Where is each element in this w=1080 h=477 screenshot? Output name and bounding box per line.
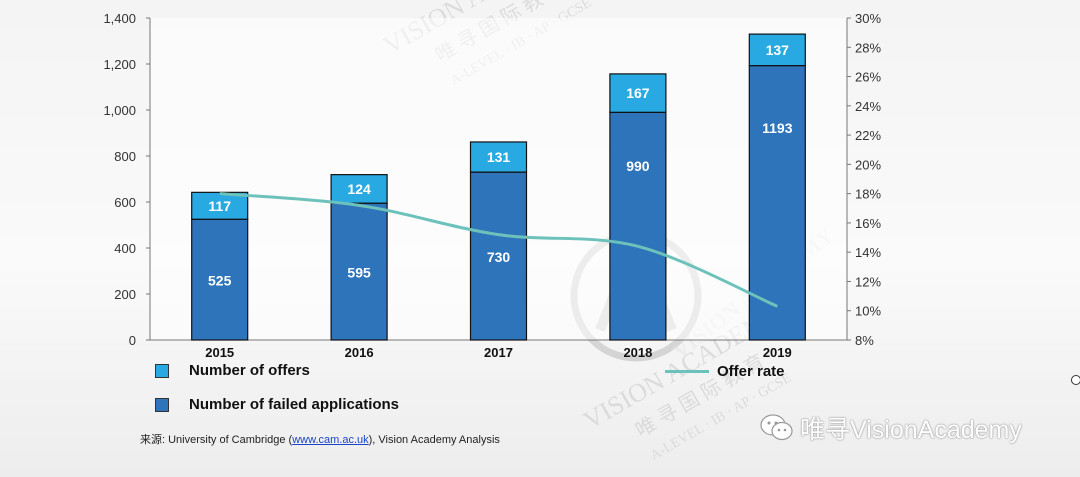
bars <box>191 33 806 341</box>
wechat-icon <box>760 414 793 441</box>
legend-swatch-failed <box>155 397 169 412</box>
brand-mark: 唯寻VisionAcademy <box>760 410 1022 446</box>
data-label-failed: 1193 <box>762 120 793 136</box>
y2-tick-label: 8% <box>855 333 874 348</box>
x-tick-label: 2017 <box>484 345 513 360</box>
source-link[interactable]: www.cam.ac.uk <box>292 434 369 446</box>
y2-tick-label: 14% <box>855 245 881 260</box>
data-label-offers: 131 <box>487 149 511 165</box>
bar-offers-2019 <box>748 33 806 67</box>
x-tick-label: 2018 <box>623 345 652 360</box>
y-tick-label: 1,400 <box>103 11 136 26</box>
data-label-failed: 990 <box>626 158 650 174</box>
x-tick-label: 2015 <box>205 345 234 360</box>
y2-tick-label: 18% <box>855 187 881 202</box>
y-tick-label: 200 <box>114 287 136 302</box>
offer-rate-line-group <box>219 192 778 308</box>
legend-item-offer-rate: Offer rate <box>665 363 785 380</box>
y-tick-label: 400 <box>114 241 136 256</box>
legend-item-offers: Number of offers <box>155 362 310 379</box>
x-tick-label: 2016 <box>345 345 374 360</box>
bar-failed-2018 <box>609 111 667 341</box>
y-tick-label: 0 <box>129 333 136 348</box>
data-label-offers: 117 <box>208 198 231 214</box>
bar-offers-2015 <box>191 191 249 220</box>
bar-offers-2018 <box>609 73 667 113</box>
data-label-failed: 525 <box>208 273 232 289</box>
data-label-offers: 167 <box>626 85 650 101</box>
y2-tick-label: 30% <box>855 11 881 26</box>
bar-offers-2017 <box>469 141 528 173</box>
source-note: 来源: University of Cambridge (www.cam.ac.… <box>140 431 500 447</box>
y2-tick-label: 24% <box>855 99 881 114</box>
x-tick-label: 2019 <box>763 345 792 360</box>
y2-tick-label: 16% <box>855 216 881 231</box>
y2-tick-label: 28% <box>855 40 881 55</box>
legend-label-offers: Number of offers <box>189 362 310 379</box>
legend-line-offer-rate <box>665 370 709 373</box>
legend-label-offer-rate: Offer rate <box>717 363 785 380</box>
expand-icon[interactable] <box>1071 375 1080 385</box>
bar-offers-2016 <box>330 174 388 204</box>
y2-tick-label: 12% <box>855 274 881 289</box>
bar-failed-2019 <box>748 65 806 341</box>
data-label-failed: 595 <box>347 265 371 281</box>
source-suffix: ), Vision Academy Analysis <box>368 434 500 446</box>
bar-failed-2017 <box>469 171 528 341</box>
offer-rate-line <box>219 192 778 308</box>
data-label-offers: 124 <box>347 181 371 197</box>
y2-tick-label: 10% <box>855 304 881 319</box>
data-label-failed: 730 <box>487 249 511 265</box>
y-tick-label: 1,000 <box>103 103 136 118</box>
y-tick-label: 1,200 <box>103 57 136 72</box>
legend-item-failed: Number of failed applications <box>155 396 399 413</box>
y-tick-label: 800 <box>114 149 136 164</box>
bar-failed-2015 <box>191 218 249 341</box>
y2-tick-label: 20% <box>855 157 881 172</box>
legend-swatch-offers <box>155 363 169 378</box>
y-tick-label: 600 <box>114 195 136 210</box>
y2-tick-label: 26% <box>855 70 881 85</box>
data-label-offers: 137 <box>766 42 790 58</box>
source-prefix: 来源: University of Cambridge ( <box>140 434 293 446</box>
brand-text: 唯寻VisionAcademy <box>800 416 1022 444</box>
labels: 525 117 2015 595 124 2016 730 131 2017 990 167 2018… <box>205 42 792 360</box>
legend-label-failed: Number of failed applications <box>189 396 400 413</box>
y2-tick-label: 22% <box>855 128 881 143</box>
